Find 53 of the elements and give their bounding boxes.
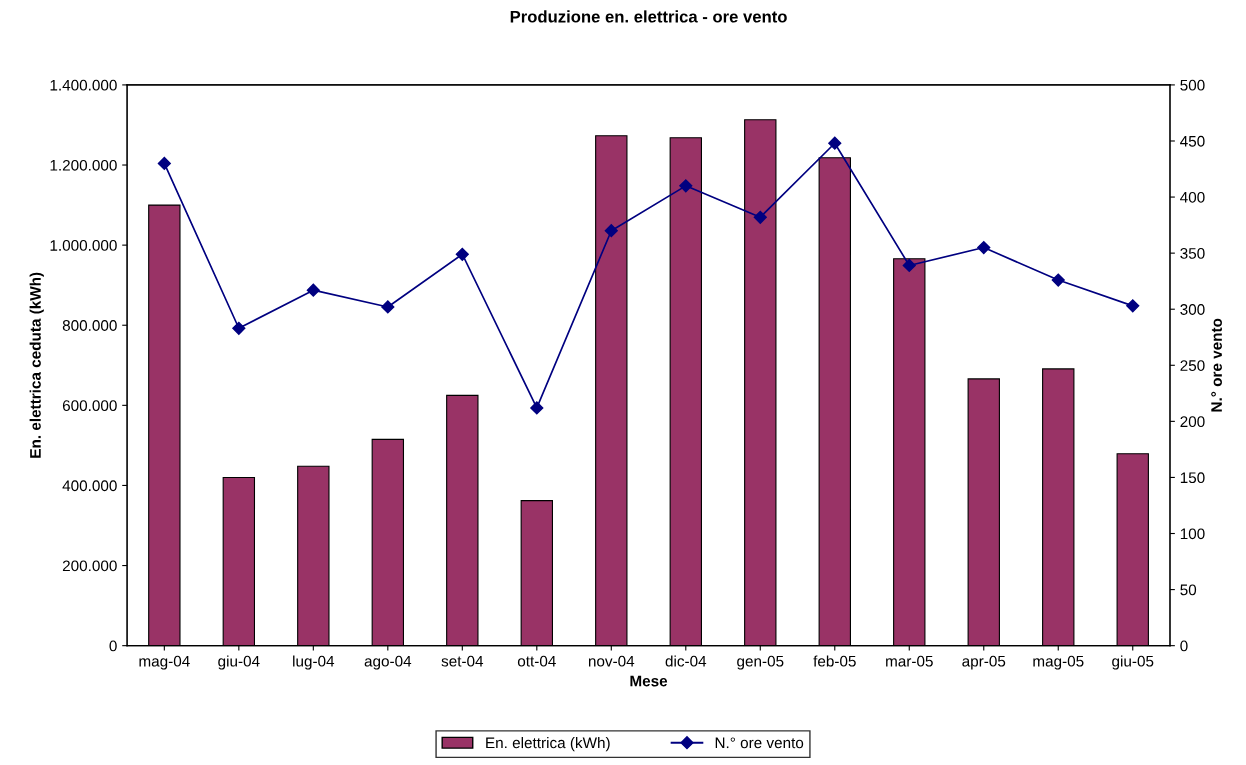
x-axis-title: Mese [630, 675, 668, 687]
y-tick-label: 1.400.000 [50, 79, 117, 91]
x-tick-label: nov-04 [588, 655, 635, 667]
point [381, 300, 395, 314]
y2-axis-title: N.° ore vento [1211, 318, 1222, 412]
chart-title: Produzione en. elettrica - ore vento [510, 10, 787, 23]
x-tick-label: gen-05 [737, 655, 784, 670]
point [1126, 299, 1140, 313]
y2-tick-label: 300 [1180, 304, 1205, 315]
x-tick-label: mag-05 [1033, 655, 1084, 670]
y-tick-label: 0 [109, 640, 117, 652]
y2-tick-label: 150 [1180, 472, 1205, 484]
y2-tick-label: 250 [1180, 360, 1205, 371]
y2-tick-label: 50 [1180, 584, 1197, 596]
point [232, 321, 246, 335]
y-tick-label: 400.000 [62, 480, 117, 492]
point [753, 210, 767, 224]
x-tick-label: mag-04 [139, 655, 190, 670]
y-tick-label: 800.000 [62, 320, 117, 331]
y-tick-label: 600.000 [62, 400, 117, 412]
point [530, 401, 544, 415]
x-tick-label: apr-05 [962, 655, 1006, 670]
x-tick-label: giu-04 [218, 655, 260, 670]
x-tick-label: ago-04 [364, 655, 412, 670]
y2-tick-label: 0 [1180, 640, 1188, 652]
x-tick-label: set-04 [441, 655, 484, 667]
legend-label: En. elettrica (kWh) [486, 737, 610, 752]
point [1051, 273, 1065, 287]
y2-tick-label: 100 [1180, 528, 1205, 540]
x-tick-label: giu-05 [1112, 655, 1154, 670]
x-tick-label: lug-04 [293, 655, 335, 670]
y2-tick-label: 350 [1180, 248, 1205, 259]
y-tick-label: 200.000 [62, 560, 117, 572]
y2-tick-label: 200 [1180, 416, 1205, 428]
y-tick-label: 1.000.000 [50, 240, 117, 251]
y2-tick-label: 450 [1180, 135, 1205, 147]
point [977, 240, 991, 255]
point [306, 283, 320, 297]
x-tick-label: feb-05 [813, 655, 856, 667]
point [828, 136, 842, 150]
y-tick-label: 1.200.000 [50, 159, 117, 171]
legend-label: N.° ore vento [715, 737, 804, 749]
x-tick-label: mar-05 [886, 655, 933, 667]
point [157, 156, 171, 171]
y2-tick-label: 500 [1180, 79, 1205, 91]
x-tick-label: dic-04 [665, 655, 707, 667]
point [455, 247, 469, 261]
y2-tick-label: 400 [1180, 191, 1205, 203]
y-axis-title: En. elettrica ceduta (kWh) [29, 272, 44, 458]
point [679, 179, 693, 193]
x-tick-label: ott-04 [517, 655, 556, 667]
point [604, 224, 618, 238]
point [902, 258, 916, 273]
